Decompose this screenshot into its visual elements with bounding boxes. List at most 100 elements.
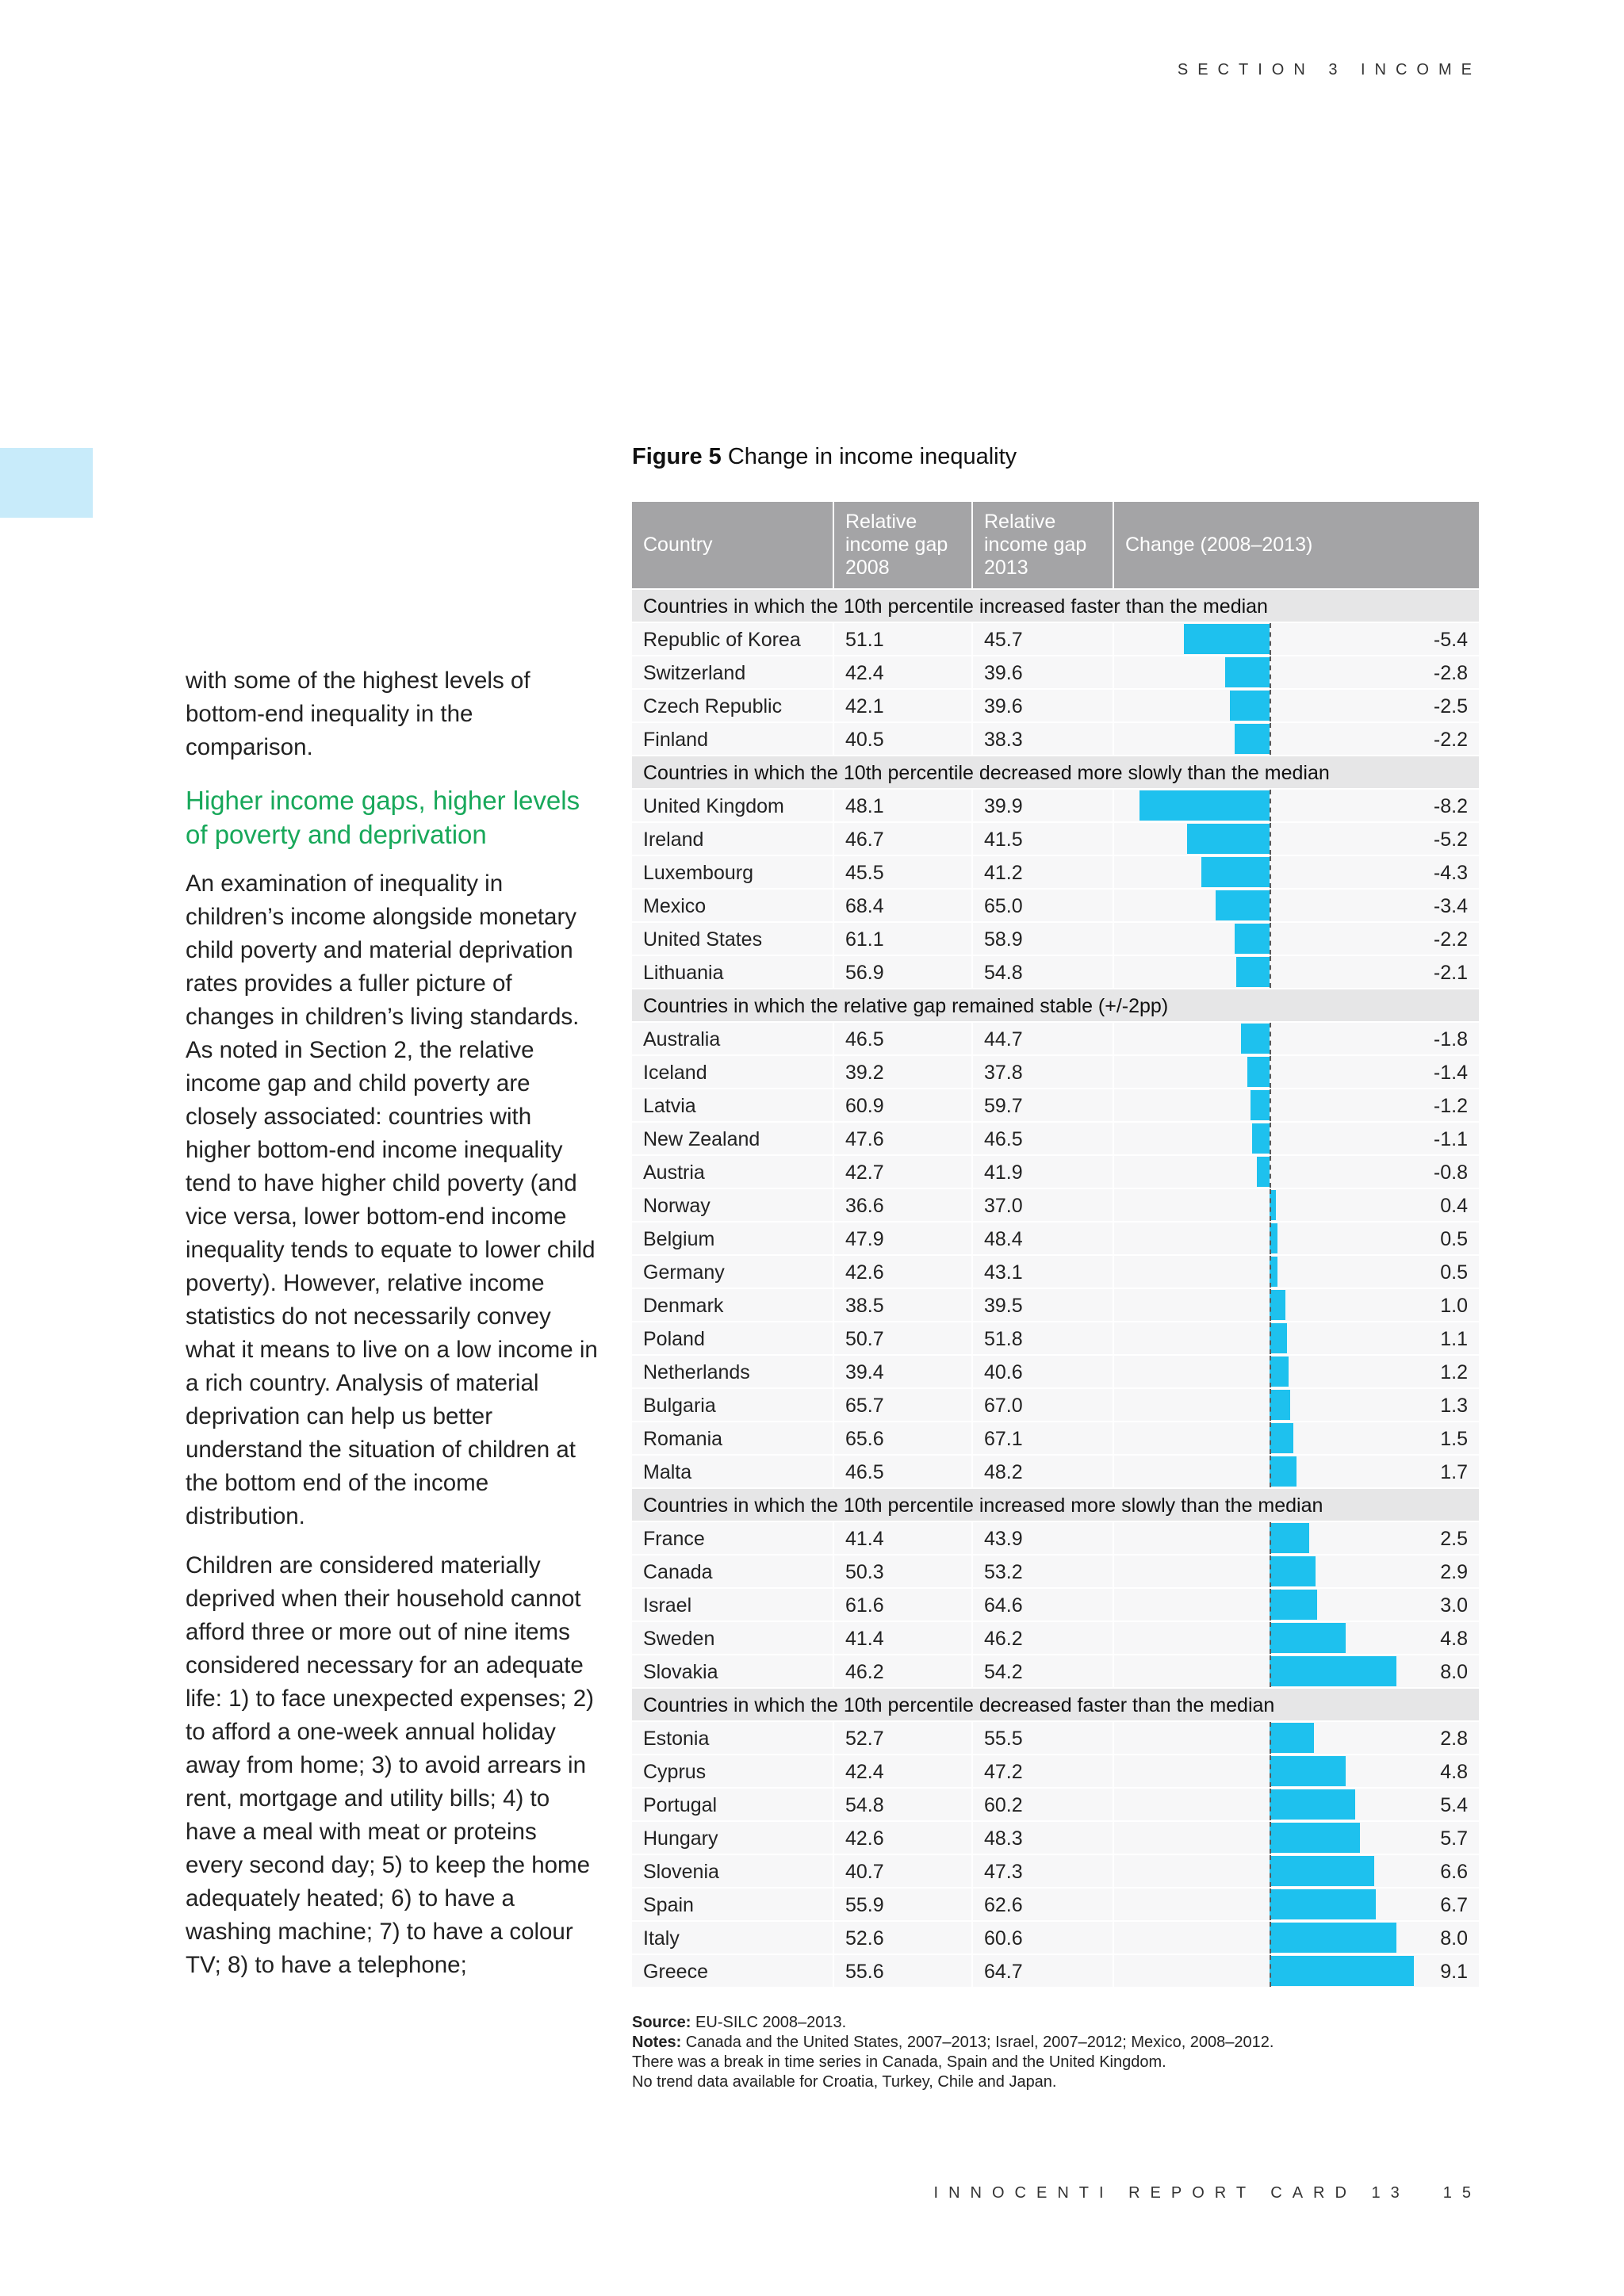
gap-2008-cell: 65.6 xyxy=(833,1422,971,1454)
gap-2008-cell: 56.9 xyxy=(833,956,971,988)
gap-2008-cell: 39.4 xyxy=(833,1356,971,1387)
gap-2008-cell: 46.5 xyxy=(833,1023,971,1054)
country-cell: Republic of Korea xyxy=(643,629,801,651)
running-head: SECTION 3 INCOME xyxy=(1177,61,1481,78)
group-header-row: Countries in which the 10th percentile i… xyxy=(632,590,1479,623)
country-cell: Latvia xyxy=(643,1095,696,1117)
change-bar xyxy=(1270,1789,1355,1820)
zero-axis-line xyxy=(1270,1789,1271,1820)
change-value: -2.2 xyxy=(1433,729,1468,751)
change-cell: -5.2 xyxy=(1113,823,1479,855)
change-bar xyxy=(1270,1323,1287,1353)
table-row: New Zealand 47.6 46.5 -1.1 xyxy=(632,1123,1479,1156)
change-bar xyxy=(1139,790,1270,821)
column-header-country: Country xyxy=(643,534,713,556)
change-cell: 3.0 xyxy=(1113,1589,1479,1621)
change-value: 0.5 xyxy=(1440,1261,1468,1284)
gap-2013-cell: 40.6 xyxy=(971,1356,1113,1387)
change-value: 1.7 xyxy=(1440,1461,1468,1483)
table-row: Finland 40.5 38.3 -2.2 xyxy=(632,723,1479,756)
change-cell: 5.7 xyxy=(1113,1822,1479,1854)
footer: INNOCENTI REPORT CARD 13 15 xyxy=(934,2184,1481,2202)
change-value: 2.5 xyxy=(1440,1528,1468,1550)
change-bar xyxy=(1270,1923,1396,1953)
zero-axis-line xyxy=(1270,1822,1271,1854)
table-row: Spain 55.9 62.6 6.7 xyxy=(632,1888,1479,1922)
country-cell: France xyxy=(643,1528,705,1550)
column-header-gap-2008: Relative income gap 2008 xyxy=(833,502,971,588)
gap-2008-cell: 46.5 xyxy=(833,1456,971,1487)
change-value: -3.4 xyxy=(1433,895,1468,917)
change-bar xyxy=(1270,1456,1297,1487)
zero-axis-line xyxy=(1270,1655,1271,1687)
source-label: Source: xyxy=(632,2014,691,2031)
zero-axis-line xyxy=(1270,1056,1271,1088)
change-bar xyxy=(1270,1223,1277,1253)
change-cell: 2.9 xyxy=(1113,1556,1479,1587)
zero-axis-line xyxy=(1270,1156,1271,1188)
table-row: Malta 46.5 48.2 1.7 xyxy=(632,1456,1479,1489)
zero-axis-line xyxy=(1270,1422,1271,1454)
gap-2008-cell: 52.7 xyxy=(833,1722,971,1754)
change-value: -8.2 xyxy=(1433,795,1468,817)
gap-2013-cell: 43.9 xyxy=(971,1522,1113,1554)
table-row: Italy 52.6 60.6 8.0 xyxy=(632,1922,1479,1955)
change-value: 8.0 xyxy=(1440,1927,1468,1950)
table-row: Denmark 38.5 39.5 1.0 xyxy=(632,1289,1479,1322)
body-text-column: with some of the highest levels of botto… xyxy=(186,664,598,1998)
body-paragraph-inequality: An examination of inequality in children… xyxy=(186,871,598,1529)
change-bar xyxy=(1270,1556,1316,1586)
gap-2013-cell: 38.3 xyxy=(971,723,1113,755)
table-row: Latvia 60.9 59.7 -1.2 xyxy=(632,1089,1479,1123)
zero-axis-line xyxy=(1270,1955,1271,1987)
gap-2013-cell: 54.2 xyxy=(971,1655,1113,1687)
accent-block xyxy=(0,448,93,518)
zero-axis-line xyxy=(1270,1023,1271,1054)
zero-axis-line xyxy=(1270,1356,1271,1387)
group-header-row: Countries in which the 10th percentile d… xyxy=(632,756,1479,790)
gap-2008-cell: 65.7 xyxy=(833,1389,971,1421)
zero-axis-line xyxy=(1270,1888,1271,1920)
gap-2013-cell: 48.3 xyxy=(971,1822,1113,1854)
country-cell: Sweden xyxy=(643,1628,715,1650)
gap-2008-cell: 39.2 xyxy=(833,1056,971,1088)
gap-2008-cell: 45.5 xyxy=(833,856,971,888)
change-cell: -1.2 xyxy=(1113,1089,1479,1121)
change-cell: -8.2 xyxy=(1113,790,1479,821)
change-bar xyxy=(1270,1357,1289,1387)
country-cell: Spain xyxy=(643,1894,694,1916)
gap-2008-cell: 42.4 xyxy=(833,1755,971,1787)
gap-2008-cell: 51.1 xyxy=(833,623,971,655)
country-cell: Belgium xyxy=(643,1228,715,1250)
change-bar xyxy=(1252,1123,1270,1154)
country-cell: Luxembourg xyxy=(643,862,753,884)
country-cell: New Zealand xyxy=(643,1128,760,1150)
change-value: -4.3 xyxy=(1433,862,1468,884)
table-row: Australia 46.5 44.7 -1.8 xyxy=(632,1023,1479,1056)
change-bar xyxy=(1270,1956,1414,1986)
country-cell: Australia xyxy=(643,1028,721,1050)
gap-2008-cell: 46.2 xyxy=(833,1655,971,1687)
change-bar xyxy=(1270,1656,1396,1686)
change-value: -1.8 xyxy=(1433,1028,1468,1050)
zero-axis-line xyxy=(1270,823,1271,855)
country-cell: Mexico xyxy=(643,895,707,917)
gap-2008-cell: 52.6 xyxy=(833,1922,971,1954)
gap-2008-cell: 41.4 xyxy=(833,1622,971,1654)
gap-2008-cell: 40.5 xyxy=(833,723,971,755)
notes-text-1: Canada and the United States, 2007–2013;… xyxy=(685,2034,1274,2051)
gap-2008-cell: 42.1 xyxy=(833,690,971,721)
gap-2008-cell: 68.4 xyxy=(833,890,971,921)
change-cell: -2.8 xyxy=(1113,656,1479,688)
table-row: United Kingdom 48.1 39.9 -8.2 xyxy=(632,790,1479,823)
zero-axis-line xyxy=(1270,1089,1271,1121)
change-cell: 8.0 xyxy=(1113,1655,1479,1687)
zero-axis-line xyxy=(1270,1722,1271,1754)
change-bar xyxy=(1270,1723,1314,1753)
gap-2008-cell: 55.6 xyxy=(833,1955,971,1987)
country-cell: Czech Republic xyxy=(643,695,783,718)
change-bar xyxy=(1257,1157,1270,1187)
table-row: United States 61.1 58.9 -2.2 xyxy=(632,923,1479,956)
table-row: Germany 42.6 43.1 0.5 xyxy=(632,1256,1479,1289)
change-bar xyxy=(1270,1190,1276,1220)
